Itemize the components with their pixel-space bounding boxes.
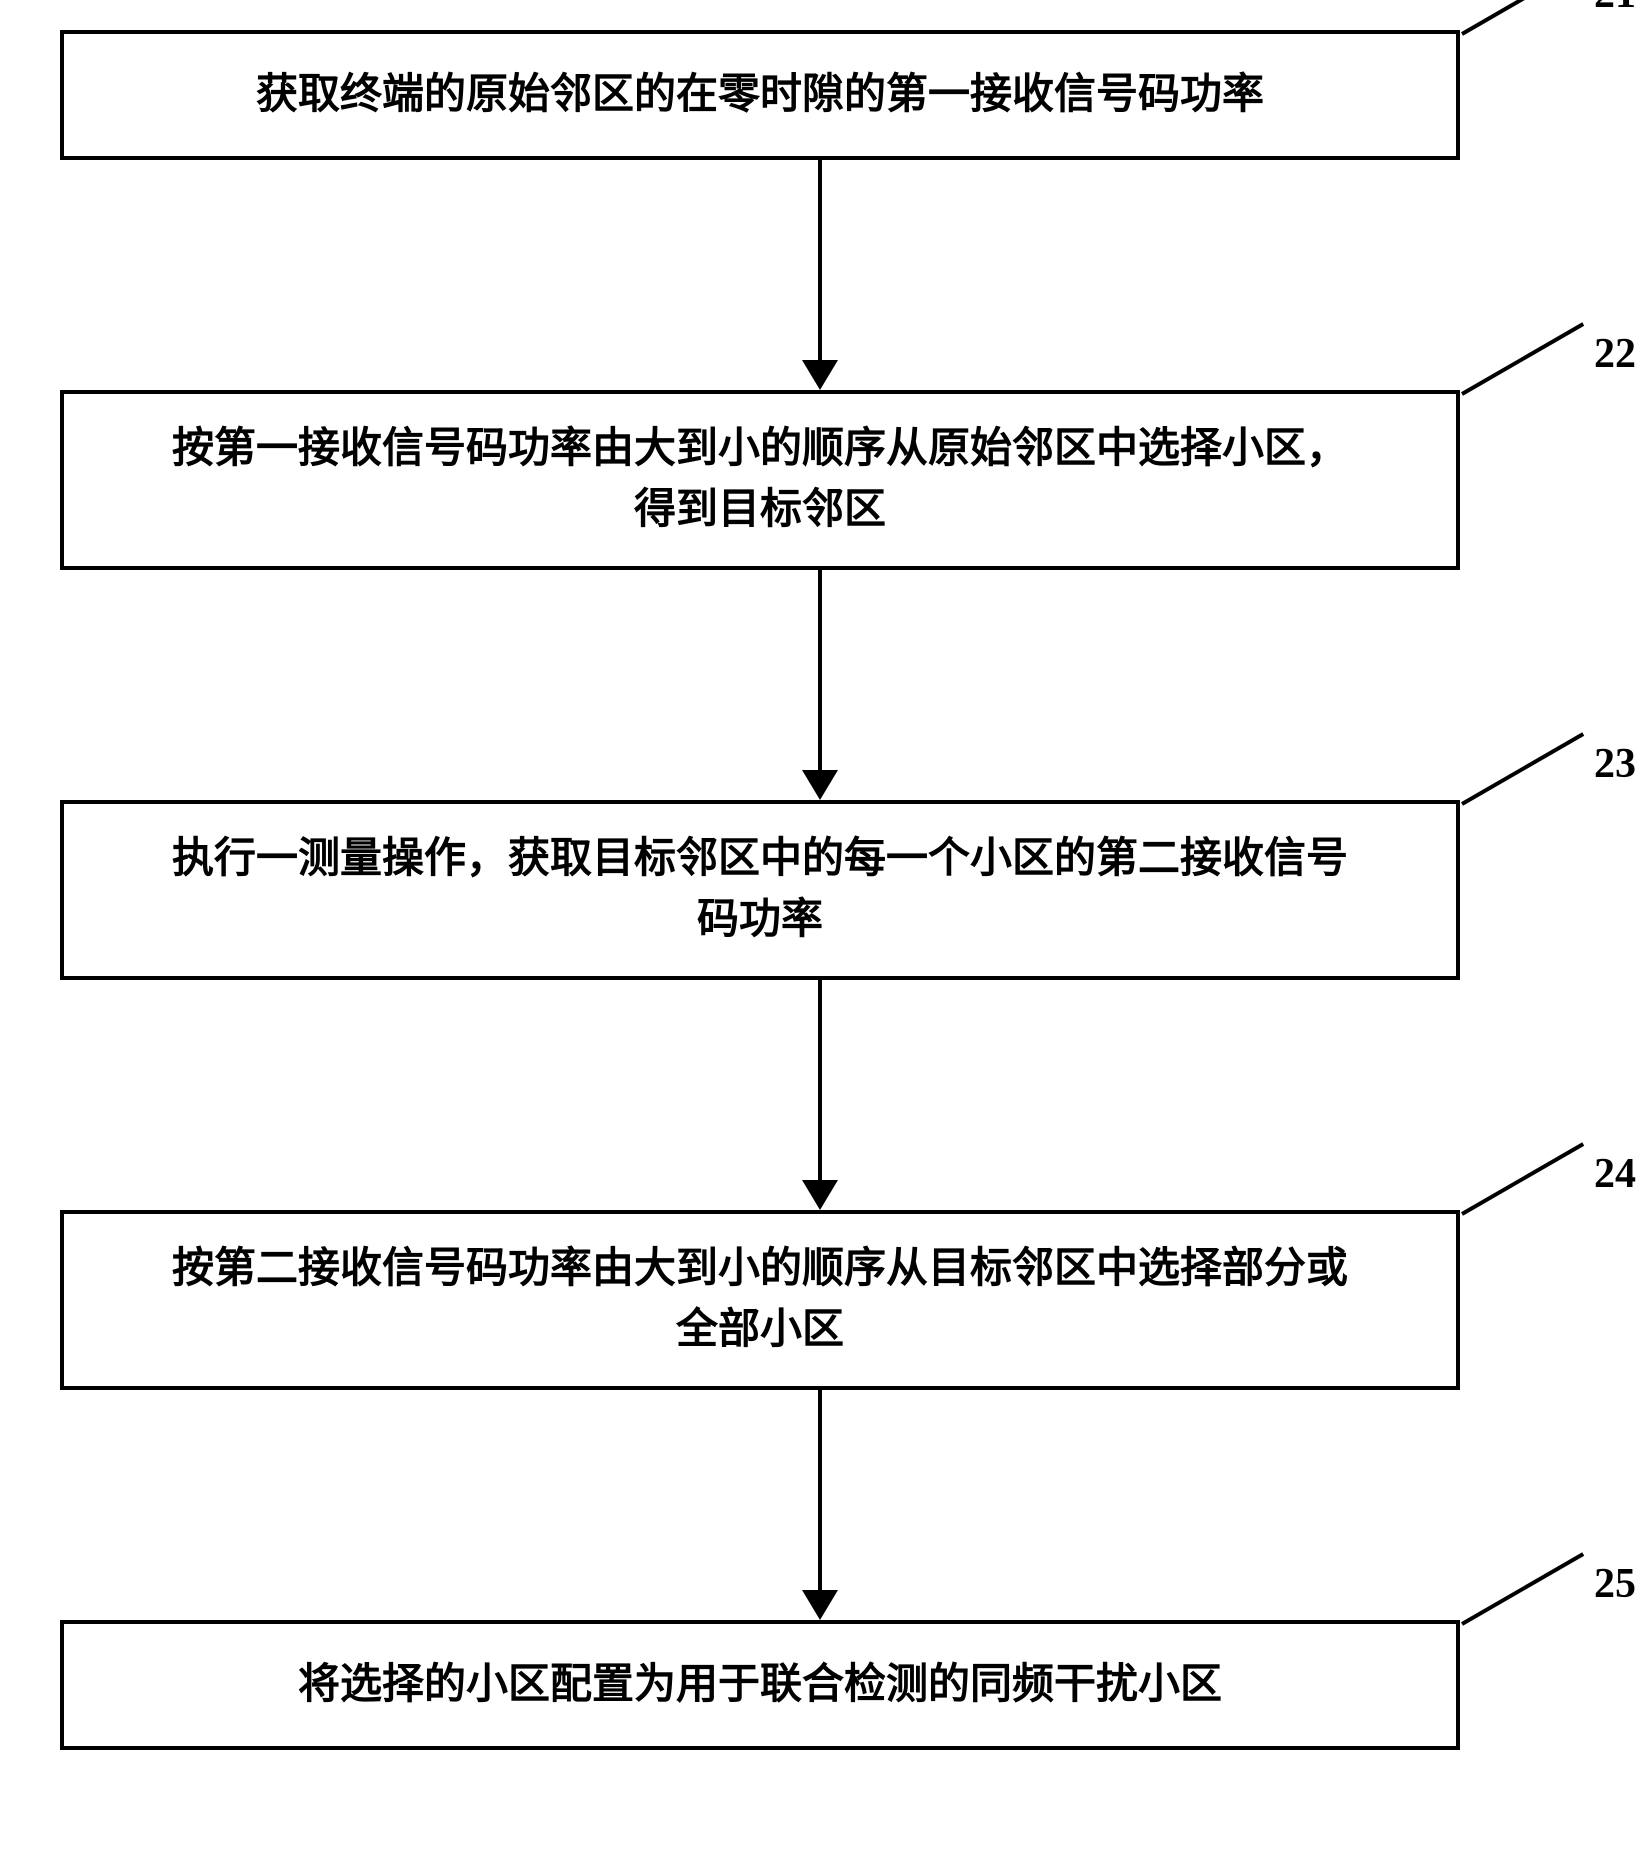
flowchart-box-step1: 获取终端的原始邻区的在零时隙的第一接收信号码功率 21 [60,30,1460,160]
flowchart-container: 获取终端的原始邻区的在零时隙的第一接收信号码功率 21 按第一接收信号码功率由大… [60,30,1580,1750]
step-label-25: 25 [1594,1554,1636,1615]
arrowhead-4-5 [802,1590,838,1620]
callout-line [1461,322,1584,395]
step-label-24: 24 [1594,1144,1636,1205]
box-text-line2: 全部小区 [676,1307,844,1353]
step-label-22: 22 [1594,324,1636,385]
box-text-line1: 按第一接收信号码功率由大到小的顺序从原始邻区中选择小区， [172,426,1348,472]
flowchart-box-step2: 按第一接收信号码功率由大到小的顺序从原始邻区中选择小区， 得到目标邻区 22 [60,390,1460,570]
step-label-23: 23 [1594,734,1636,795]
flowchart-box-step4: 按第二接收信号码功率由大到小的顺序从目标邻区中选择部分或 全部小区 24 [60,1210,1460,1390]
arrow-3-4 [818,980,822,1180]
box-text-line2: 码功率 [697,897,823,943]
flowchart-box-step5: 将选择的小区配置为用于联合检测的同频干扰小区 25 [60,1620,1460,1750]
arrow-1-2 [818,160,822,360]
callout-line [1461,0,1584,36]
callout-line [1461,1142,1584,1215]
box-text: 按第一接收信号码功率由大到小的顺序从原始邻区中选择小区， 得到目标邻区 [172,419,1348,541]
arrowhead-1-2 [802,360,838,390]
box-text-line2: 得到目标邻区 [634,487,886,533]
box-text-line1: 执行一测量操作，获取目标邻区中的每一个小区的第二接收信号 [172,836,1348,882]
callout-line [1461,732,1584,805]
box-text: 执行一测量操作，获取目标邻区中的每一个小区的第二接收信号 码功率 [172,829,1348,951]
box-text: 获取终端的原始邻区的在零时隙的第一接收信号码功率 [256,65,1264,126]
flowchart-box-step3: 执行一测量操作，获取目标邻区中的每一个小区的第二接收信号 码功率 23 [60,800,1460,980]
box-text-line1: 按第二接收信号码功率由大到小的顺序从目标邻区中选择部分或 [172,1246,1348,1292]
arrowhead-3-4 [802,1180,838,1210]
arrow-4-5 [818,1390,822,1590]
box-text: 将选择的小区配置为用于联合检测的同频干扰小区 [298,1655,1222,1716]
callout-line [1461,1552,1584,1625]
arrowhead-2-3 [802,770,838,800]
arrow-2-3 [818,570,822,770]
box-text: 按第二接收信号码功率由大到小的顺序从目标邻区中选择部分或 全部小区 [172,1239,1348,1361]
step-label-21: 21 [1594,0,1636,25]
